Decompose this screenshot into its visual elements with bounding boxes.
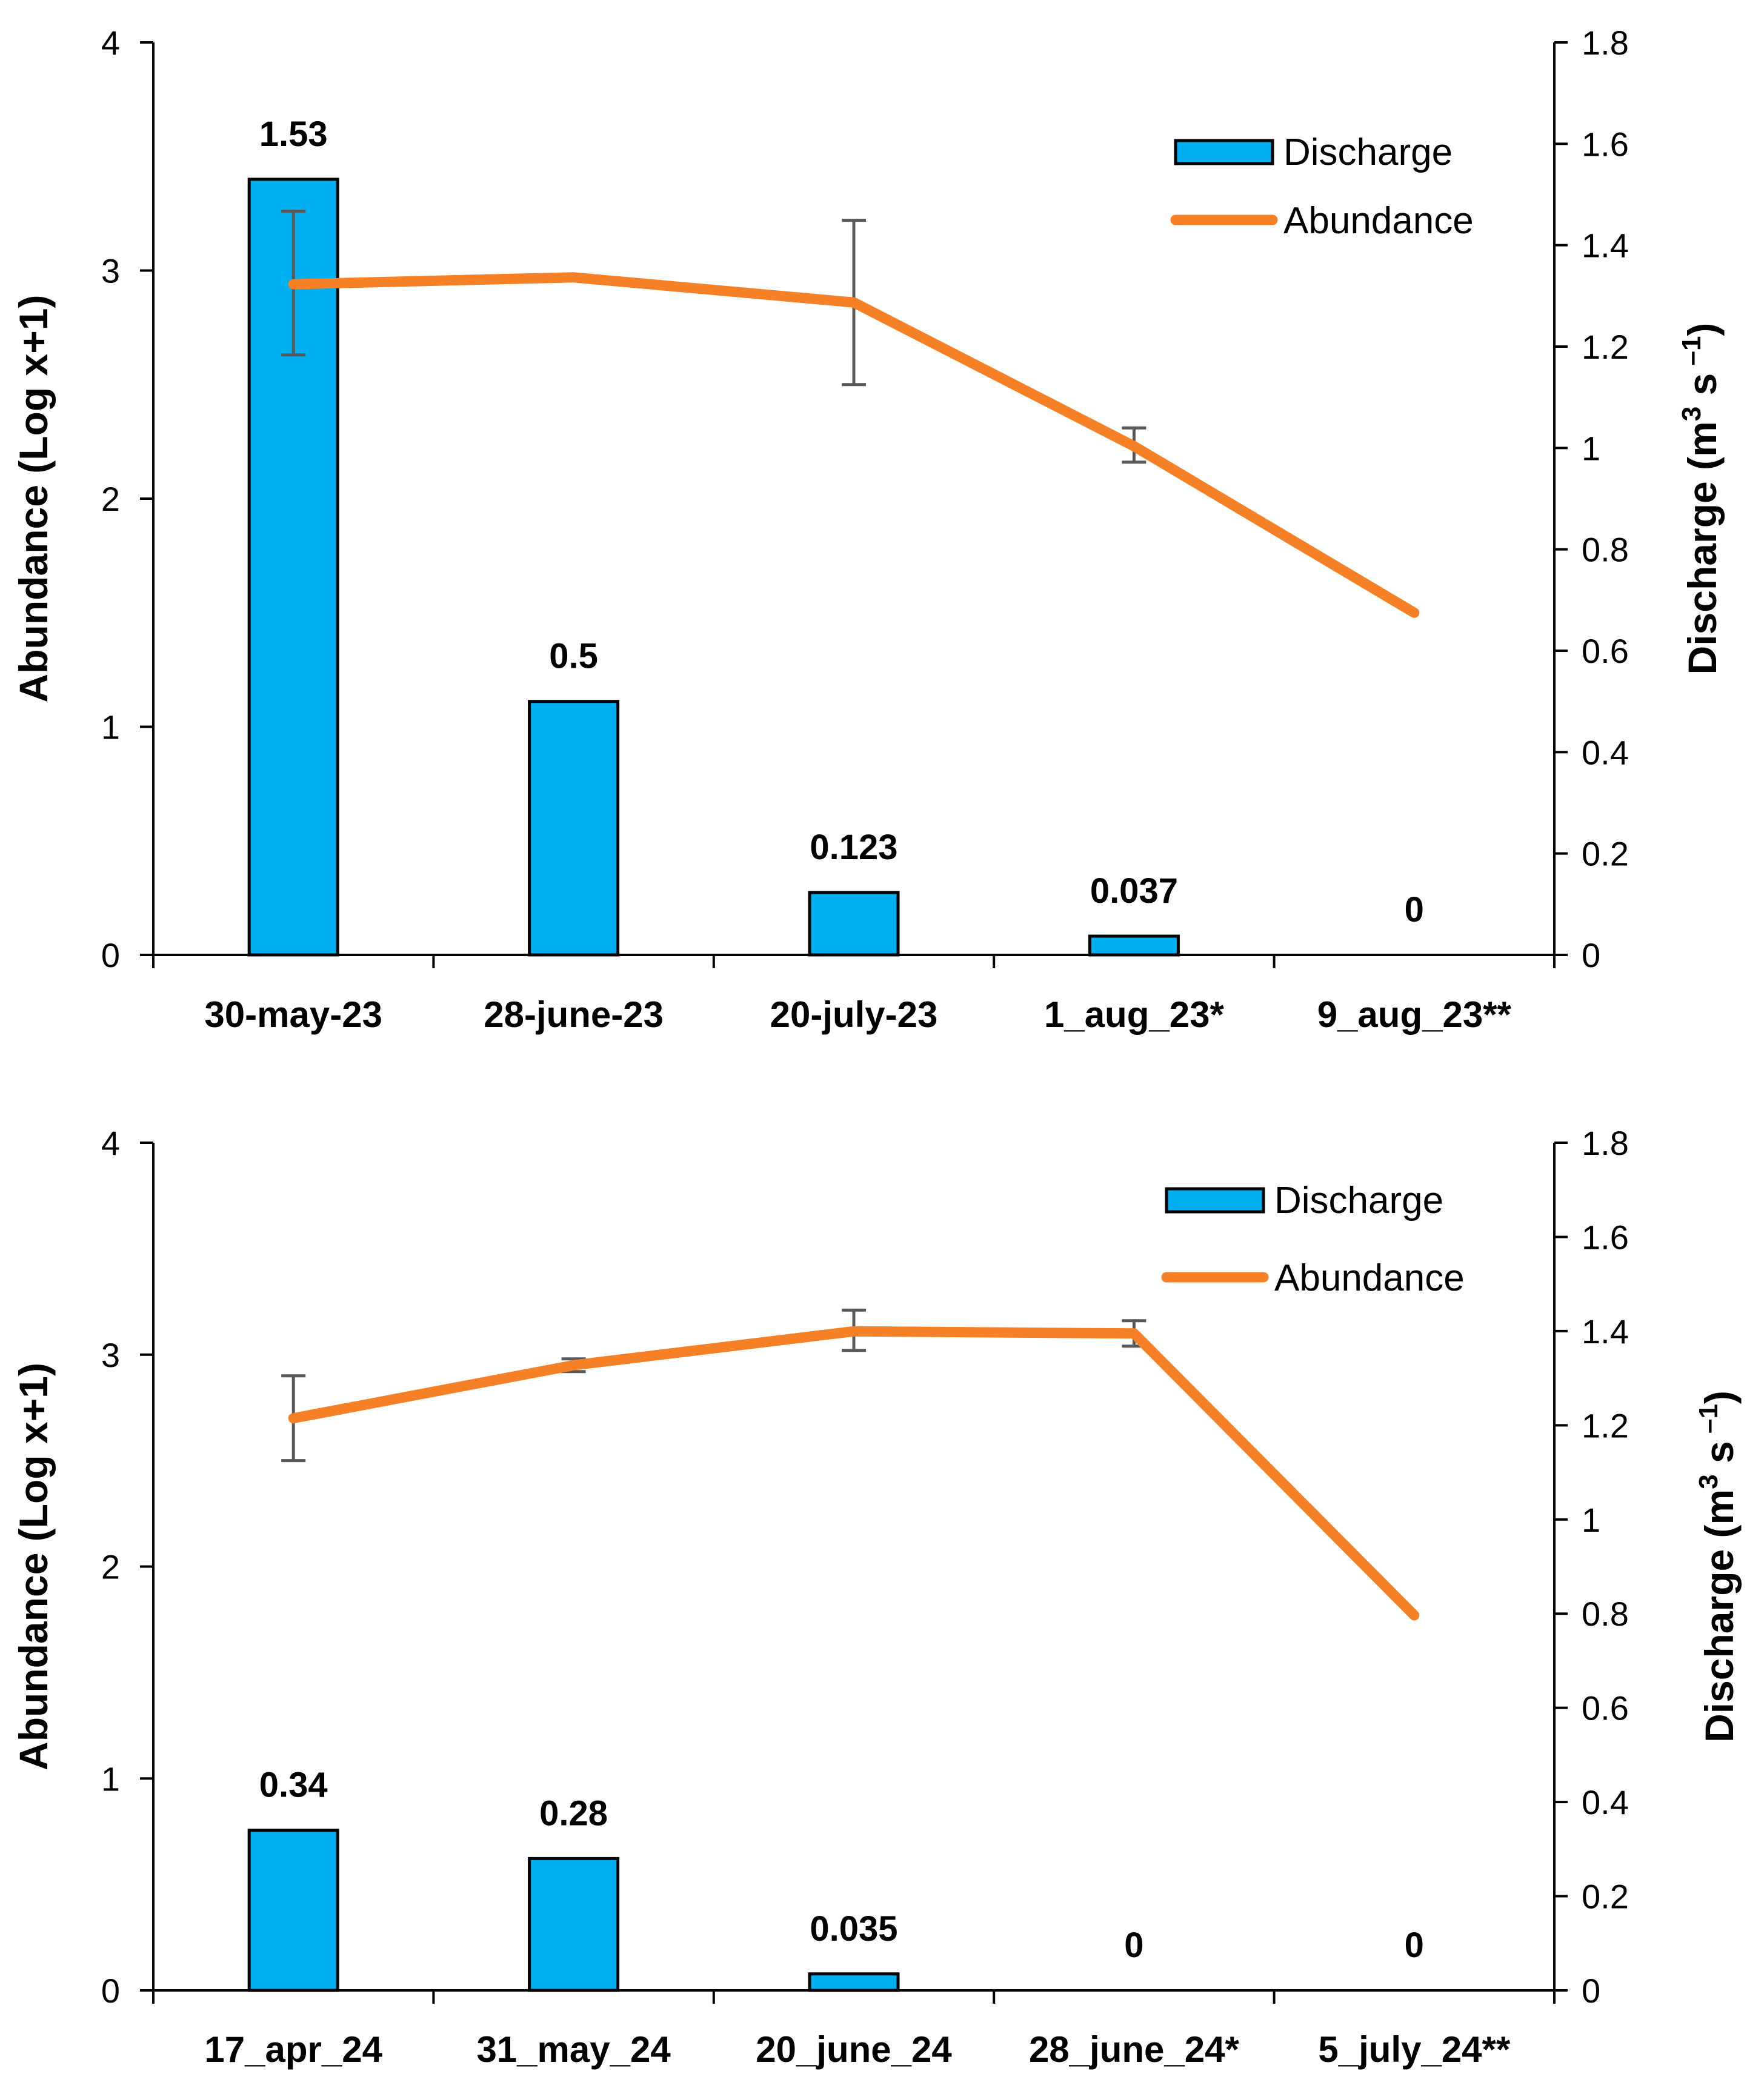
right-tick-label: 1.2 [1582, 328, 1629, 366]
legend-discharge-label: Discharge [1274, 1180, 1443, 1222]
right-tick-label: 0.6 [1582, 632, 1629, 670]
right-axis-title-sup: 3 [1694, 1474, 1723, 1489]
right-tick-label: 1.6 [1582, 125, 1629, 163]
left-tick-label: 2 [101, 1548, 120, 1586]
right-axis-title-part: s [1697, 1441, 1742, 1474]
discharge-bar [528, 700, 620, 957]
right-axis-title: Discharge (m3 s –1) [1677, 323, 1725, 675]
discharge-bar [808, 891, 900, 957]
discharge-data-label: 0.035 [810, 1909, 897, 1949]
legend-discharge-swatch [1165, 1187, 1265, 1214]
discharge-data-label: 0 [1405, 890, 1424, 929]
left-tick-label: 3 [101, 252, 120, 290]
right-tick-label: 0.4 [1582, 1783, 1629, 1821]
left-tick-label: 1 [101, 1760, 120, 1798]
right-tick-label: 0.6 [1582, 1689, 1629, 1727]
right-tick-label: 1.6 [1582, 1218, 1629, 1256]
left-axis-title: Abundance (Log x+1) [11, 295, 56, 703]
discharge-bar [1088, 934, 1180, 957]
x-category-label: 28_june_24* [1029, 2029, 1240, 2070]
chart-2: 0 1 2 3 4 0 0.2 0.4 0.6 0.8 1 1.2 1.4 1.6 1.8 17_apr_24… [11, 1124, 1742, 2070]
discharge-bar [247, 1829, 339, 1992]
x-category-label: 9_aug_23** [1317, 994, 1512, 1035]
right-tick-label: 0.8 [1582, 1595, 1629, 1633]
discharge-data-label: 0.28 [539, 1793, 608, 1833]
x-category-label: 31_may_24 [476, 2029, 671, 2070]
legend-abundance-label: Abundance [1283, 200, 1474, 242]
chart-1: 0 1 2 3 4 0 0.2 0.4 0.6 0.8 1 1.2 1.4 1.6 1.8 30-may-23… [11, 24, 1725, 1035]
right-tick-label: 0 [1582, 936, 1600, 974]
right-tick-label: 0.2 [1582, 835, 1629, 873]
right-axis-title-sup: 3 [1677, 407, 1706, 421]
left-tick-label: 4 [101, 1124, 120, 1162]
x-category-label: 20-july-23 [770, 994, 938, 1035]
discharge-data-label: 0.5 [549, 637, 598, 676]
x-category-label: 30-may-23 [204, 994, 382, 1035]
discharge-data-label: 0 [1405, 1926, 1424, 1965]
abundance-point [1413, 612, 1415, 614]
right-tick-label: 0 [1582, 1972, 1600, 2010]
discharge-data-label: 0.34 [259, 1766, 328, 1805]
discharge-data-label: 0 [1124, 1926, 1143, 1965]
right-tick-label: 1 [1582, 429, 1600, 467]
abundance-point [1133, 1332, 1135, 1334]
abundance-point [1133, 445, 1135, 447]
x-category-label: 28-june-23 [484, 994, 664, 1035]
right-axis-title-part: Discharge (m [1680, 421, 1725, 674]
left-tick-label: 4 [101, 24, 120, 62]
right-tick-label: 0.8 [1582, 531, 1629, 569]
right-axis-title-part: ) [1697, 1391, 1742, 1404]
abundance-point [573, 1364, 574, 1366]
discharge-data-label: 0.123 [810, 828, 897, 867]
legend-discharge-swatch [1174, 139, 1274, 165]
right-tick-label: 1.4 [1582, 227, 1629, 265]
right-axis-title-sup: –1 [1677, 336, 1706, 373]
abundance-point [293, 284, 295, 285]
left-tick-label: 2 [101, 480, 120, 518]
legend-discharge-label: Discharge [1283, 131, 1453, 173]
x-category-label: 5_july_24** [1318, 2029, 1511, 2070]
abundance-point [1413, 1614, 1415, 1616]
x-category-label: 17_apr_24 [204, 2029, 382, 2070]
abundance-point [573, 276, 574, 278]
legend-abundance-label: Abundance [1274, 1257, 1465, 1299]
right-axis-title-sup: –1 [1694, 1404, 1723, 1441]
right-tick-label: 0.4 [1582, 733, 1629, 771]
x-category-label: 20_june_24 [756, 2029, 952, 2070]
left-tick-label: 3 [101, 1336, 120, 1374]
discharge-data-label: 1.53 [259, 115, 328, 154]
right-axis-title: Discharge (m3 s –1) [1694, 1391, 1742, 1743]
right-axis-title-part: ) [1680, 323, 1725, 336]
right-tick-label: 1 [1582, 1501, 1600, 1539]
right-tick-label: 1.8 [1582, 24, 1629, 62]
discharge-data-label: 0.037 [1090, 871, 1178, 911]
x-category-label: 1_aug_23* [1044, 994, 1225, 1035]
left-axis-title: Abundance (Log x+1) [11, 1363, 56, 1770]
discharge-bar [528, 1856, 620, 1992]
right-tick-label: 1.4 [1582, 1312, 1629, 1351]
discharge-bar [808, 1972, 900, 1992]
abundance-point [853, 302, 854, 304]
right-tick-label: 0.2 [1582, 1878, 1629, 1916]
right-axis-title-part: s [1680, 373, 1725, 407]
abundance-point [293, 1417, 295, 1419]
right-tick-label: 1.2 [1582, 1406, 1629, 1444]
right-tick-label: 1.8 [1582, 1124, 1629, 1162]
left-tick-label: 0 [101, 936, 120, 974]
left-tick-label: 1 [101, 708, 120, 746]
abundance-point [853, 1331, 854, 1332]
left-tick-label: 0 [101, 1972, 120, 2010]
right-axis-title-part: Discharge (m [1697, 1489, 1742, 1743]
abundance-line [288, 1326, 1420, 1621]
